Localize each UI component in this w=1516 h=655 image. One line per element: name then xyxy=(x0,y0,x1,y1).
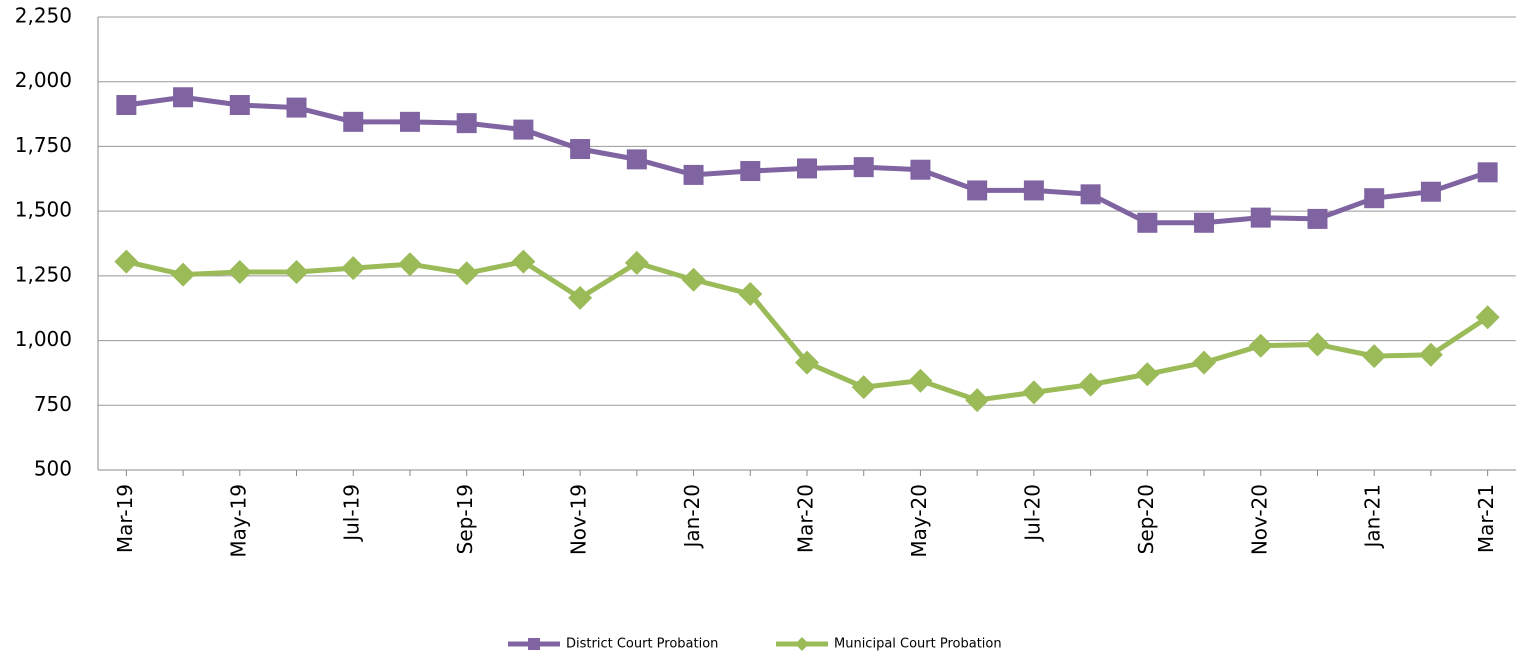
point xyxy=(1021,380,1046,405)
point xyxy=(114,249,139,274)
point xyxy=(570,139,591,160)
point xyxy=(1080,184,1101,205)
point xyxy=(511,249,536,274)
point xyxy=(1192,350,1217,375)
point xyxy=(173,87,194,108)
y-tick-label: 750 xyxy=(34,392,72,416)
point xyxy=(454,261,479,286)
point xyxy=(286,97,307,118)
legend-marker xyxy=(795,637,809,651)
point xyxy=(795,350,819,375)
point xyxy=(908,368,933,393)
point xyxy=(740,161,761,182)
x-tick-label: Jul-20 xyxy=(1020,484,1044,543)
point xyxy=(1305,332,1330,357)
point xyxy=(1137,212,1158,233)
legend-marker xyxy=(528,638,540,650)
point xyxy=(568,285,593,310)
point xyxy=(965,388,990,413)
point xyxy=(797,158,817,179)
y-tick-label: 500 xyxy=(34,457,72,481)
point xyxy=(851,375,876,400)
x-tick-label: Jan-20 xyxy=(680,484,704,550)
point xyxy=(399,111,420,132)
x-tick-label: Nov-19 xyxy=(567,484,591,555)
series-line xyxy=(125,258,1490,403)
point xyxy=(683,164,704,185)
x-tick-label: Mar-20 xyxy=(794,484,818,553)
point xyxy=(1135,362,1160,387)
point xyxy=(853,157,874,178)
x-tick-label: Mar-19 xyxy=(113,484,137,553)
point xyxy=(1250,207,1271,228)
point xyxy=(738,281,763,306)
x-tick-label: Sep-19 xyxy=(453,484,477,554)
point xyxy=(397,252,422,277)
y-tick-label: 1,500 xyxy=(15,198,72,222)
point xyxy=(910,159,931,180)
x-tick-label: Nov-20 xyxy=(1247,484,1271,555)
point xyxy=(1364,188,1385,209)
point xyxy=(626,149,647,170)
point xyxy=(341,256,366,281)
point xyxy=(1078,372,1103,397)
point xyxy=(1477,162,1498,183)
y-tick-label: 1,000 xyxy=(15,327,72,351)
point xyxy=(1194,212,1215,233)
point xyxy=(116,95,137,116)
point xyxy=(681,267,706,292)
point xyxy=(624,250,649,275)
point xyxy=(1307,208,1328,229)
point xyxy=(171,262,196,287)
point xyxy=(343,111,364,132)
point xyxy=(227,259,252,284)
point xyxy=(1248,333,1273,358)
x-tick-label: May-20 xyxy=(907,484,931,558)
x-tick-label: Jan-21 xyxy=(1361,484,1385,550)
legend-label: Municipal Court Probation xyxy=(834,637,1002,652)
point xyxy=(1475,305,1500,330)
y-tick-label: 1,250 xyxy=(15,262,72,286)
point xyxy=(229,95,250,116)
point xyxy=(456,113,477,134)
x-tick-label: May-19 xyxy=(226,484,250,558)
y-tick-label: 1,750 xyxy=(15,133,72,157)
point xyxy=(1023,180,1044,201)
point xyxy=(967,180,988,201)
x-tick-label: Sep-20 xyxy=(1134,484,1158,554)
point xyxy=(1420,181,1441,202)
point xyxy=(1418,342,1443,367)
legend-label: District Court Probation xyxy=(566,637,718,652)
x-tick-label: Mar-21 xyxy=(1474,484,1498,553)
y-tick-label: 2,250 xyxy=(15,4,72,28)
x-tick-label: Jul-19 xyxy=(340,484,364,543)
point xyxy=(1362,344,1387,369)
y-tick-label: 2,000 xyxy=(15,68,72,92)
point xyxy=(513,119,534,140)
point xyxy=(284,259,309,284)
